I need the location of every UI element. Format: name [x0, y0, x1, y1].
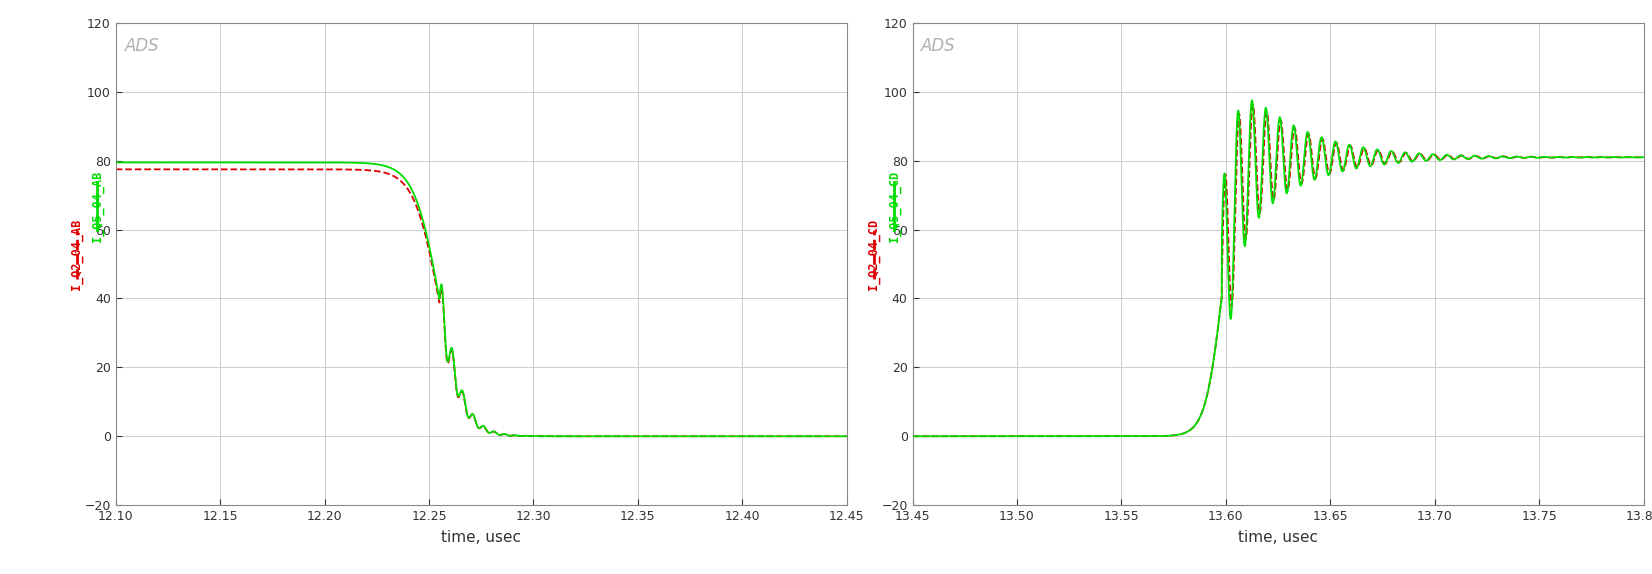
Text: I_Q5_04_AB: I_Q5_04_AB	[91, 170, 104, 242]
X-axis label: time, usec: time, usec	[441, 530, 522, 545]
Text: I_Q2_04_CD: I_Q2_04_CD	[867, 219, 881, 290]
Text: ADS: ADS	[922, 37, 957, 56]
X-axis label: time, usec: time, usec	[1237, 530, 1318, 545]
Text: I_Q2_04_AB: I_Q2_04_AB	[71, 219, 83, 290]
Text: I_Q5_04_CD: I_Q5_04_CD	[887, 170, 900, 242]
Text: ADS: ADS	[124, 37, 159, 56]
